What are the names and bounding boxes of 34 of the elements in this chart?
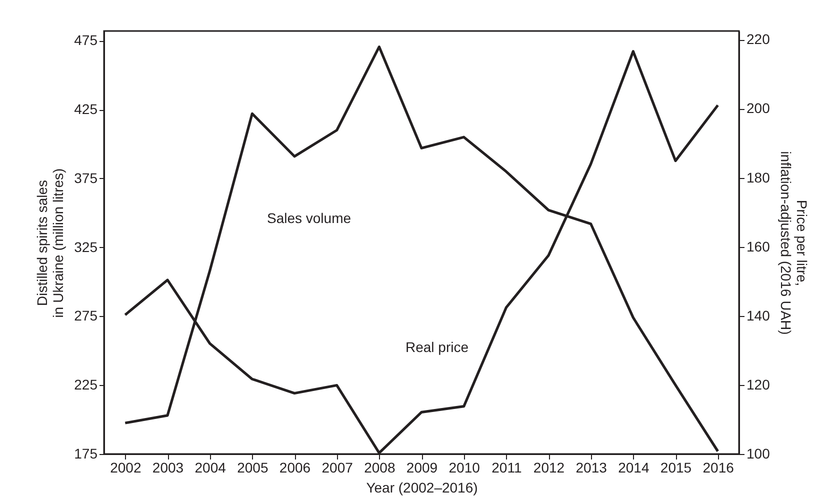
x-tick-label: 2004 [194,460,226,476]
y-tick-label: 225 [74,376,98,393]
annotation: Sales volume [266,210,352,226]
annotation: Real price [405,339,469,355]
x-tick-label: 2011 [492,460,522,476]
x-tick-label: 2012 [533,460,565,476]
x-tick-label: 2013 [576,460,608,476]
y-tick-label: 175 [74,446,98,462]
x-tick-label: 2003 [152,460,184,476]
x-tick-label: 2009 [406,460,438,476]
x-tick-label: 2010 [448,460,480,476]
x-tick-label: 2008 [364,460,396,476]
y-tick-label: 325 [74,238,98,255]
x-axis-title: Year (2002–2016) [366,480,478,496]
y-axis-title: Distilled spirits sales in Ukraine (million litres) [34,168,66,318]
y-tick-label: 475 [74,32,98,48]
y2-axis-title: Price per litre, inflation-adjusted (2016 UAH) [778,151,810,335]
x-tick-label: 2014 [618,460,650,476]
y2-tick-label: 160 [746,238,770,254]
y-tick-label: 425 [74,101,98,118]
y2-tick-label: 220 [746,31,770,48]
x-tick-label: 2002 [110,460,142,476]
x-tick-label: 2007 [322,460,354,476]
y2-tick-label: 200 [746,100,770,116]
y-tick-label: 375 [74,170,98,186]
x-tick-label: 2005 [237,460,268,476]
x-tick-label: 2006 [279,460,311,476]
x-tick-label: 2015 [660,460,692,476]
y2-tick-label: 100 [746,446,770,462]
y2-tick-label: 140 [746,307,770,324]
x-tick-label: 2016 [702,460,734,476]
y2-tick-label: 120 [746,376,770,392]
y-tick-label: 275 [74,308,98,324]
y2-tick-label: 180 [746,169,770,186]
